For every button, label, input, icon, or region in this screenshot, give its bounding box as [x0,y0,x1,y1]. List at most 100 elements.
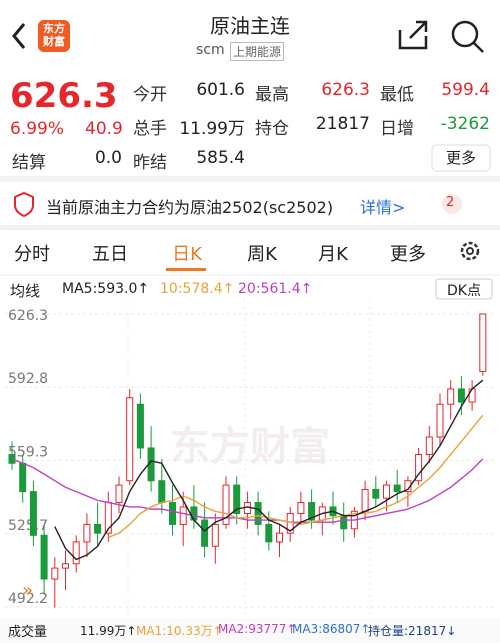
volume-bar [0,618,500,643]
stat-label: 日增 [380,119,414,139]
more-label[interactable]: 更多 [445,149,476,167]
logo-text: 东方财富 [43,22,65,48]
candle-body [136,403,144,449]
candle-body [372,488,380,499]
tab[interactable]: 五日 [92,244,128,265]
more-button[interactable] [431,144,491,172]
separator [0,225,500,230]
candle-body [425,436,433,455]
candle-body [361,488,369,512]
ma5-line [54,379,484,561]
tab[interactable]: 月K [318,244,348,265]
ma20-label: 20:561.4↑ [238,281,313,297]
candle-body [115,484,123,504]
candle-body [222,484,230,525]
candle-body [40,534,48,580]
candle-body [158,480,166,504]
ma20-line [11,458,484,523]
candle-body [308,502,316,521]
settings-icon[interactable] [460,241,480,261]
candle-body [83,523,91,543]
y-tick-label: 592.8 [8,371,48,387]
tab[interactable]: 分时 [14,244,50,265]
candle-body [265,523,273,543]
separator [0,176,500,182]
stat-label: 结算 [12,153,46,173]
candle-body [415,453,423,482]
candle-body [126,397,134,482]
tab-underline [166,268,206,271]
stat-value: 585.4 [196,148,245,168]
stat-label: 昨结 [133,153,167,173]
settings-icon-core [466,247,474,255]
price: 626.3 [10,76,118,116]
exchange[interactable]: 上期能源 [230,42,285,61]
candle-body [51,567,59,580]
tab[interactable]: 周K [247,244,277,265]
dk-label[interactable]: DK点 [447,283,481,299]
candle-body [29,491,37,536]
candle-body [190,506,198,521]
stat-value: 599.4 [441,80,490,100]
notice-icon [14,191,34,218]
volume-oi: 持仓量:21817↓ [368,624,457,638]
back-icon[interactable] [12,23,26,49]
notice-link[interactable]: 详情> [360,198,406,217]
candle-body [233,484,241,514]
candle-body [447,388,455,405]
search-icon[interactable] [451,20,479,48]
dk-button[interactable] [435,278,493,300]
scroll-icon: » [22,580,33,601]
candle-body [19,462,27,493]
volume-ma3: MA3:86807↑ [292,622,371,636]
candle-body [94,523,102,534]
search-icon-handle [473,42,484,53]
candle-body [254,502,262,525]
indicator-name[interactable]: 均线 [10,282,41,300]
tab[interactable]: 日K [172,244,202,265]
ma10-line [108,414,484,539]
candle-body [383,484,390,499]
y-tick-label: 492.2 [8,591,48,607]
notice-text: 当前原油主力合约为原油2502(sc2502) [46,198,334,217]
candle-body [457,388,465,403]
candle-body [297,502,305,514]
title: 原油主连 [210,14,290,38]
stat-label: 总手 [133,119,167,139]
stat-value: 11.99万 [179,119,245,139]
volume-value: 11.99万↑ [80,624,137,638]
volume-name[interactable]: 成交量 [8,625,48,640]
y-tick-label: 626.3 [8,308,48,324]
stat-value: 0.0 [94,148,122,168]
stat-label: 今开 [133,85,167,105]
stat-value: -3262 [440,114,490,134]
candle-body [62,563,69,569]
change-pct: 6.99% [10,119,65,139]
candle-body [276,532,283,543]
logo-bg [38,20,70,52]
volume-ma2: MA2:93777↑ [218,622,297,636]
stat-label: 最低 [380,85,414,105]
kline-chart: 东方财富 626.3 592.8 559.3 525.7 492.2» [5,300,495,615]
candle-body [468,388,476,403]
candle-body [436,403,444,438]
candle-body [201,519,209,547]
y-tick-label: 525.7 [8,518,48,534]
stat-value: 626.3 [321,80,370,100]
stat-value: 601.6 [196,80,245,100]
change: 40.9 [85,119,123,139]
stat-label: 持仓 [255,119,289,139]
candle-body [479,313,487,372]
notice-count: 2 [446,195,455,210]
share-icon[interactable] [398,20,428,50]
tab[interactable]: 更多 [390,244,426,265]
stat-label: 最高 [255,85,289,105]
candle-body [169,502,176,525]
code: scm [196,42,225,58]
badge-bg [442,194,462,214]
volume-ma1: MA1:10.33万↑ [136,624,223,638]
candle-body [211,523,219,547]
stat-value: 21817 [315,114,370,134]
